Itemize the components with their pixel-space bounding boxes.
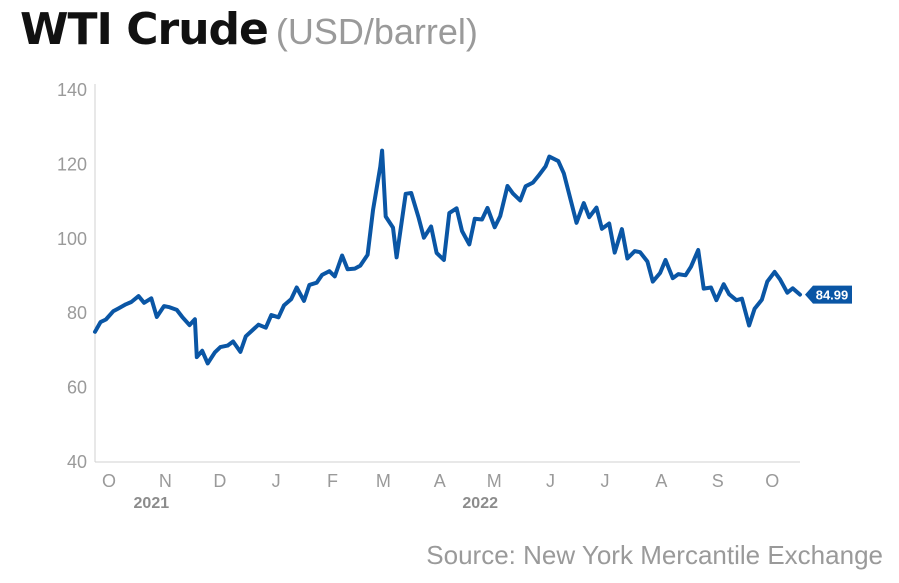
x-tick-label: M: [487, 471, 502, 491]
chart-title: WTI Crude: [20, 4, 269, 55]
x-tick-label: F: [327, 471, 338, 491]
y-axis: 40 60 80 100 120 140: [57, 80, 96, 472]
y-tick-label: 40: [67, 452, 87, 472]
series-group: [93, 148, 802, 366]
year-label: 2021: [134, 495, 170, 512]
x-tick-label: D: [213, 471, 226, 491]
x-tick-label: A: [655, 471, 667, 491]
last-value-badge: [805, 285, 852, 304]
x-tick-label: A: [434, 471, 446, 491]
x-tick-label: J: [546, 471, 555, 491]
y-tick-label: 60: [67, 378, 87, 398]
x-tick-label: N: [159, 471, 172, 491]
x-tick-label: M: [376, 471, 391, 491]
y-tick-label: 100: [57, 229, 87, 249]
y-tick-label: 140: [57, 80, 87, 100]
title-row: WTI Crude (USD/barrel): [20, 4, 478, 55]
last-value-label: 84.99: [816, 288, 849, 303]
x-axis: O N D J F M A M J J A S O 2021 2022: [95, 461, 800, 512]
x-tick-label: O: [765, 471, 779, 491]
year-label: 2022: [462, 495, 498, 512]
y-tick-label: 120: [57, 154, 87, 174]
x-tick-label: S: [712, 471, 724, 491]
x-tick-label: J: [272, 471, 281, 491]
x-tick-label: J: [601, 471, 610, 491]
last-value-marker: 84.99: [805, 285, 852, 304]
x-tick-label: O: [102, 471, 116, 491]
y-tick-label: 80: [67, 303, 87, 323]
chart-subtitle: (USD/barrel): [275, 11, 478, 52]
source-note: Source: New York Mercantile Exchange: [426, 540, 883, 570]
series-line: [93, 148, 802, 366]
